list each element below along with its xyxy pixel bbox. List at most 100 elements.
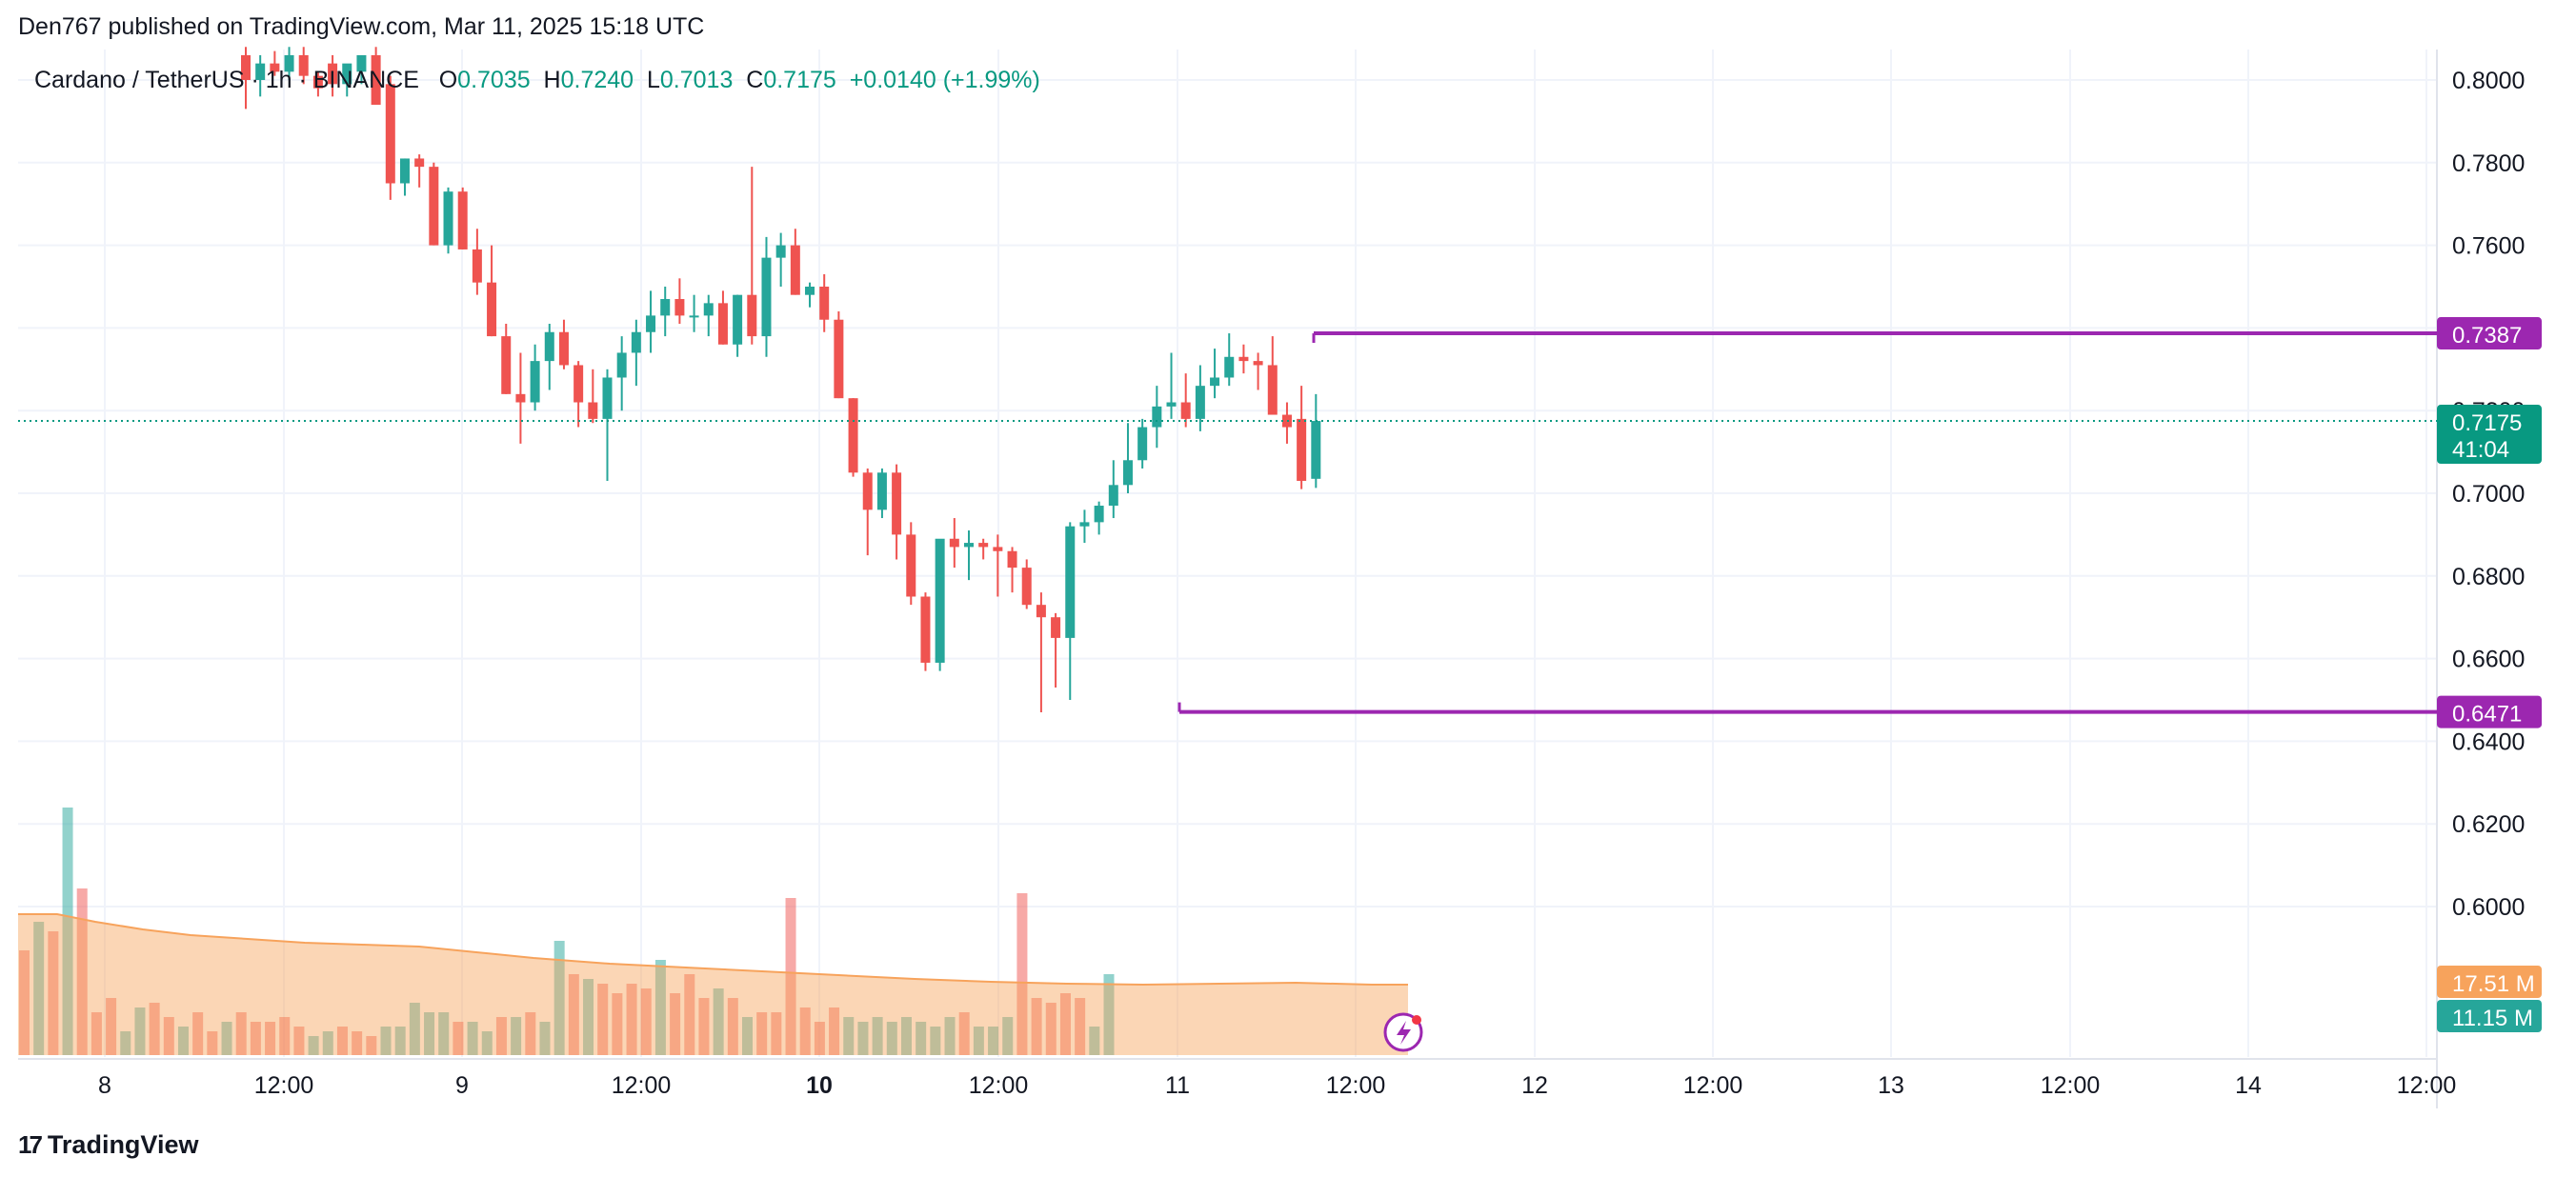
- volume-bar: [756, 1012, 768, 1055]
- volume-bar: [322, 1031, 333, 1055]
- level-lines[interactable]: [18, 331, 2437, 714]
- candle-body: [1036, 605, 1046, 618]
- candle-body: [371, 54, 381, 106]
- time-tick-label: 10: [806, 1072, 833, 1099]
- volume-bar: [394, 1027, 406, 1055]
- time-axis[interactable]: 8 12:00 9 12:00 10 12:00 11 12:00 12 12:00 13 12:00…: [98, 1072, 2456, 1099]
- volume-bar: [670, 993, 681, 1055]
- volume-bar: [698, 998, 710, 1055]
- volume-bar: [583, 979, 594, 1055]
- candle-body: [312, 75, 323, 89]
- volume-bar: [829, 1007, 840, 1055]
- candle-body: [472, 249, 482, 283]
- volume-bar: [771, 1012, 782, 1055]
- last-price-tag-text: 0.7175: [2452, 410, 2522, 436]
- price-axis[interactable]: 0.80000.78000.76000.74000.72000.70000.68…: [2452, 68, 2525, 921]
- volume-bar: [453, 1022, 464, 1055]
- candle-body: [1166, 402, 1177, 407]
- price-tick-label: 0.7000: [2452, 481, 2525, 508]
- time-tick-label: 12:00: [2041, 1072, 2101, 1099]
- candle-body: [602, 377, 613, 419]
- candle-body: [1195, 386, 1205, 419]
- candle-body: [848, 398, 858, 473]
- volume-bar: [1045, 1003, 1057, 1055]
- last-price-tag-text: 41:04: [2452, 437, 2509, 463]
- volume-tag-text: 11.15 M: [2452, 1006, 2533, 1031]
- volume-bar: [973, 1027, 984, 1055]
- volume-bars: [19, 808, 1115, 1055]
- candle-body: [935, 538, 945, 663]
- last-price-tag: [2437, 405, 2542, 465]
- volume-bar: [684, 974, 695, 1055]
- volume-bar: [525, 1012, 536, 1055]
- volume-bar: [409, 1003, 420, 1055]
- footer-brand[interactable]: 17 TradingView: [18, 1128, 198, 1161]
- candle-body: [1267, 365, 1278, 415]
- volume-bar: [279, 1017, 291, 1055]
- brand-name: TradingView: [47, 1129, 199, 1159]
- candle-body: [660, 299, 671, 316]
- lightning-icon-dot: [1412, 1015, 1421, 1025]
- volume-bar: [1089, 1027, 1100, 1055]
- volume-bar: [76, 888, 88, 1055]
- volume-bar: [1059, 993, 1071, 1055]
- volume-bar: [597, 984, 609, 1055]
- time-tick-label: 12:00: [2397, 1072, 2457, 1099]
- lightning-icon-bolt: [1397, 1021, 1411, 1045]
- candle-body: [689, 315, 699, 318]
- candle-body: [1051, 617, 1061, 638]
- candle-body: [414, 158, 425, 168]
- candle-body: [1210, 377, 1220, 387]
- symbol-name[interactable]: Cardano / TetherUS · 1h · BINANCE: [34, 67, 419, 93]
- candle-body: [1281, 414, 1292, 428]
- volume-bar: [1016, 893, 1028, 1055]
- volume-bar: [424, 1012, 435, 1055]
- candle-body: [631, 331, 641, 353]
- symbol-legend: Cardano / TetherUS · 1h · BINANCE O0.703…: [34, 67, 1040, 94]
- volume-bar: [62, 808, 73, 1055]
- candle-body: [544, 331, 554, 362]
- candle-body: [1079, 522, 1090, 527]
- candle-body: [717, 303, 728, 345]
- candle-body: [1180, 402, 1191, 419]
- volume-bar: [1031, 998, 1042, 1055]
- volume-bar: [872, 1017, 883, 1055]
- support-price-tag-text: 0.6471: [2452, 702, 2522, 728]
- volume-bar: [988, 1027, 999, 1055]
- candle-body: [385, 84, 395, 184]
- candle-body: [1021, 568, 1032, 606]
- candle-body: [747, 294, 757, 337]
- volume-bar: [33, 922, 45, 1055]
- volume-bar: [654, 960, 666, 1055]
- volume-bar: [539, 1022, 551, 1055]
- price-tick-label: 0.6200: [2452, 811, 2525, 838]
- volume-bar: [192, 1012, 204, 1055]
- candle-body: [775, 245, 786, 258]
- candle-body: [1224, 356, 1235, 378]
- candle-body: [1152, 406, 1162, 428]
- open-label: O: [438, 67, 458, 93]
- volume-bar: [626, 984, 637, 1055]
- candle-body: [399, 158, 410, 184]
- price-tick-label: 0.7600: [2452, 233, 2525, 260]
- volume-bar: [293, 1027, 305, 1055]
- volume-bar: [91, 1012, 102, 1055]
- lightning-icon: [1383, 1012, 1423, 1052]
- volume-bar: [149, 1003, 160, 1055]
- volume-bar: [380, 1027, 392, 1055]
- candles: [241, 47, 1321, 713]
- volume-tag: [2437, 1000, 2542, 1032]
- volume-bar: [640, 988, 652, 1055]
- time-tick-label: 12:00: [1326, 1072, 1386, 1099]
- volume-bar: [785, 898, 796, 1055]
- candle-body: [487, 282, 497, 337]
- candle-body: [646, 315, 656, 332]
- candle-body: [1108, 485, 1118, 507]
- candle-body: [1007, 550, 1017, 569]
- publisher-header: Den767 published on TradingView.com, Mar…: [18, 13, 705, 40]
- volume-bar: [134, 1007, 146, 1055]
- resistance-price-tag: [2437, 317, 2542, 350]
- time-tick-label: 12:00: [612, 1072, 672, 1099]
- price-tick-label: 0.6800: [2452, 564, 2525, 590]
